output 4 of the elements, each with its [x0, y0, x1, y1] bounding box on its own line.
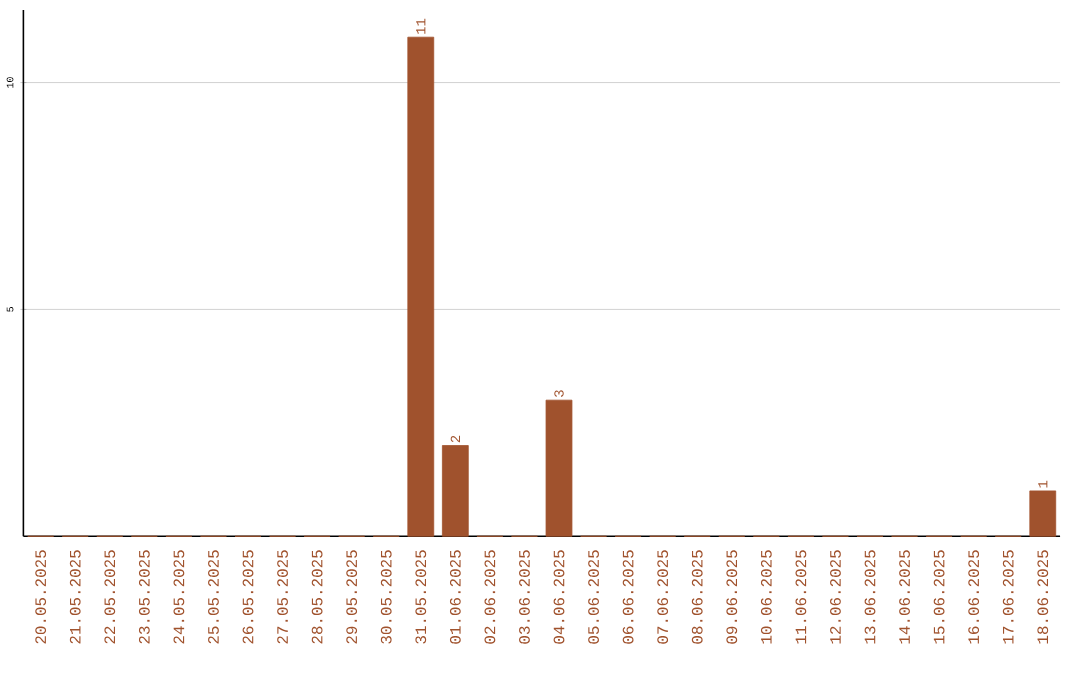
bar — [441, 445, 469, 537]
bar — [1029, 490, 1057, 537]
bar — [545, 399, 573, 537]
bar — [407, 36, 435, 537]
